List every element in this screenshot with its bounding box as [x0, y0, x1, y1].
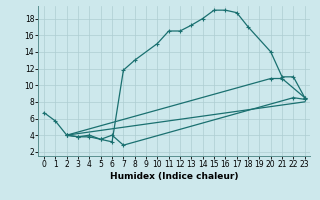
X-axis label: Humidex (Indice chaleur): Humidex (Indice chaleur)	[110, 172, 239, 181]
